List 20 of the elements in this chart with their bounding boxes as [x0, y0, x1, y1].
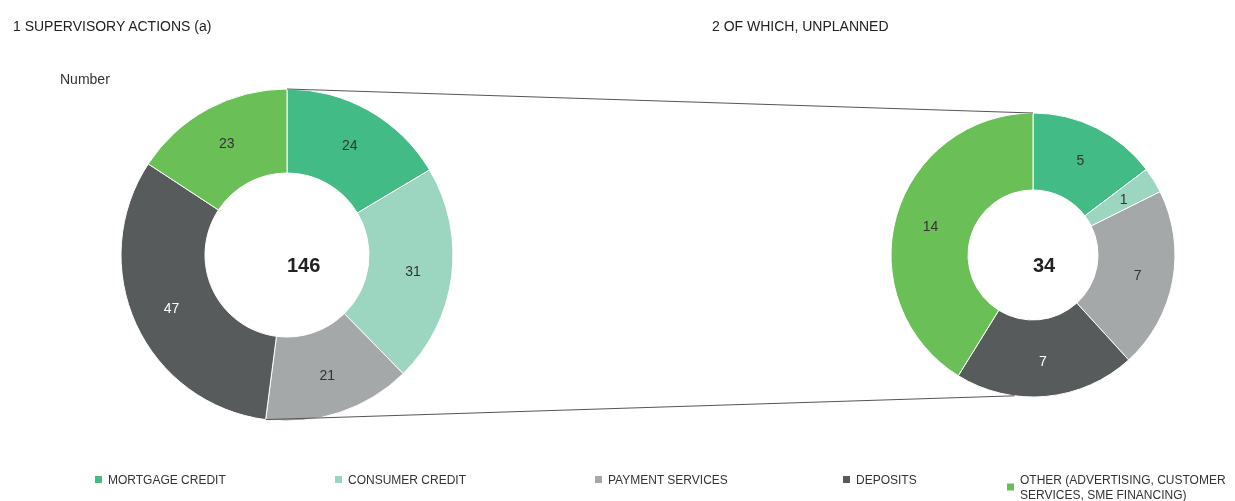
- data-label: 1: [1119, 190, 1128, 207]
- data-label: 14: [922, 217, 939, 234]
- data-label: 5: [1076, 151, 1085, 168]
- data-label: 47: [163, 299, 180, 316]
- chart-title: 1 SUPERVISORY ACTIONS (a): [13, 18, 212, 34]
- data-label: 24: [341, 136, 358, 153]
- data-label: 23: [218, 135, 235, 152]
- legend-label: OTHER (ADVERTISING, CUSTOMER SERVICES, SME FINANCING): [1020, 472, 1229, 501]
- legend-label: MORTGAGE CREDIT: [108, 472, 227, 487]
- data-label: 7: [1038, 353, 1047, 370]
- legend-label: DEPOSITS: [856, 472, 917, 487]
- chart-subtitle: Number: [60, 71, 111, 87]
- data-label: 21: [319, 367, 336, 384]
- data-label: 31: [405, 263, 421, 280]
- text: 34: [1033, 254, 1057, 276]
- text: 146: [287, 254, 321, 276]
- chart-title: 2 OF WHICH, UNPLANNED: [712, 18, 889, 34]
- data-label: 7: [1133, 266, 1142, 283]
- legend-label: CONSUMER CREDIT: [348, 472, 467, 487]
- legend-label: PAYMENT SERVICES: [608, 472, 728, 487]
